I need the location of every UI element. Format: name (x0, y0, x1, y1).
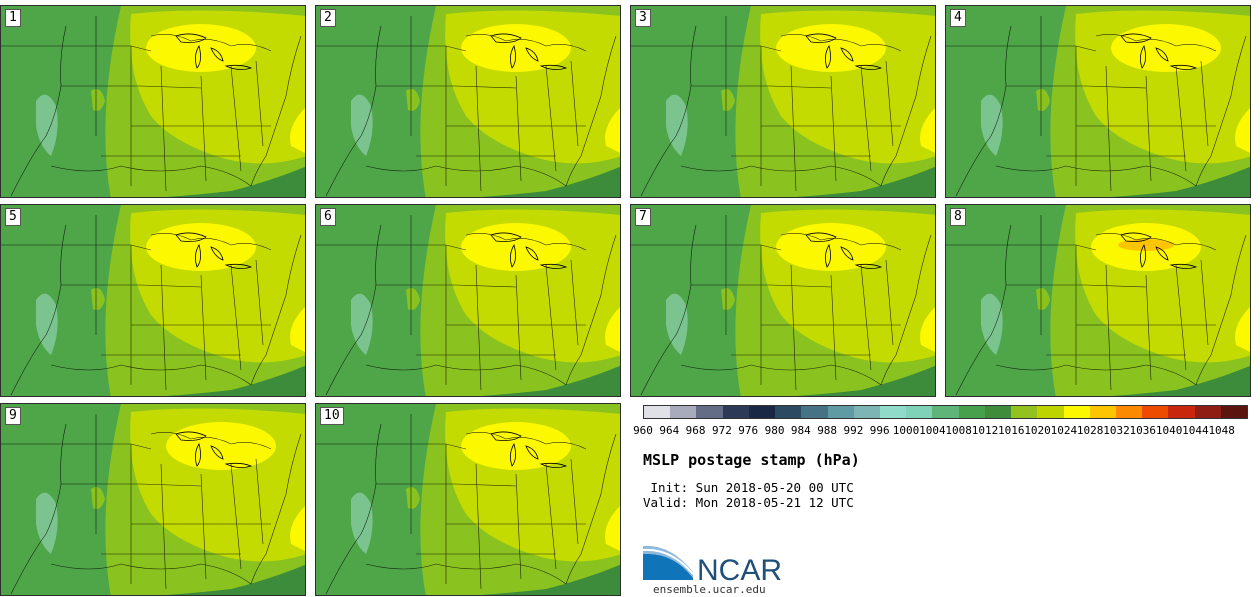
mslp-map (631, 205, 935, 396)
postage-stamp-panel: 8 (945, 204, 1251, 397)
colorbar-swatch (1168, 406, 1195, 418)
colorbar-label: 1036 (1129, 424, 1157, 437)
pressure-colorbar (643, 405, 1248, 419)
mslp-map (946, 6, 1250, 197)
colorbar-label: 964 (659, 424, 680, 437)
colorbar-label: 1024 (1050, 424, 1078, 437)
colorbar-label: 1032 (1103, 424, 1130, 437)
member-number: 4 (950, 9, 966, 27)
postage-stamp-panel: 9 (0, 403, 306, 596)
colorbar-label: 1004 (919, 424, 946, 437)
colorbar-swatch (801, 406, 828, 418)
colorbar-swatch (696, 406, 723, 418)
colorbar-swatch (748, 406, 776, 418)
colorbar-swatch (1037, 406, 1064, 418)
colorbar-label: 1044 (1182, 424, 1209, 437)
member-number: 7 (635, 208, 651, 226)
colorbar-swatch (722, 406, 749, 418)
colorbar-label: 972 (711, 424, 732, 437)
member-number: 6 (320, 208, 336, 226)
colorbar-swatch (1142, 406, 1169, 418)
mslp-map (316, 205, 620, 396)
colorbar-label: 960 (633, 424, 653, 437)
init-time: Init: Sun 2018-05-20 00 UTC (643, 480, 854, 495)
valid-time: Valid: Mon 2018-05-21 12 UTC (643, 495, 854, 510)
chart-title: MSLP postage stamp (hPa) (643, 451, 860, 469)
colorbar-label: 996 (869, 424, 890, 437)
ncar-logo-text: NCAR (697, 554, 782, 584)
member-number: 1 (5, 9, 21, 27)
colorbar-label: 1000 (892, 424, 920, 437)
postage-stamp-panel: 6 (315, 204, 621, 397)
colorbar-swatch (1063, 406, 1090, 418)
member-number: 3 (635, 9, 651, 27)
postage-stamp-panel: 3 (630, 5, 936, 198)
postage-stamp-panel: 7 (630, 204, 936, 397)
colorbar-label: 1020 (1024, 424, 1051, 437)
colorbar-swatch (906, 406, 933, 418)
colorbar-label: 1012 (971, 424, 999, 437)
colorbar-label: 1048 (1208, 424, 1235, 437)
mslp-map (631, 6, 935, 197)
colorbar-swatch (827, 406, 854, 418)
colorbar-label: 1016 (998, 424, 1025, 437)
ncar-logo: NCAR (642, 540, 793, 587)
colorbar-label: 988 (817, 424, 838, 437)
colorbar-swatch (879, 406, 907, 418)
colorbar-label: 980 (764, 424, 785, 437)
colorbar-swatch (984, 406, 1012, 418)
colorbar-label: 976 (738, 424, 759, 437)
member-number: 9 (5, 407, 21, 425)
website-url: ensemble.ucar.edu (653, 583, 766, 596)
colorbar-label: 1008 (945, 424, 972, 437)
colorbar-swatch (853, 406, 880, 418)
colorbar-label: 1028 (1076, 424, 1104, 437)
colorbar-label: 984 (790, 424, 811, 437)
mslp-map (1, 205, 305, 396)
postage-stamp-panel: 1 (0, 5, 306, 198)
mslp-map (316, 6, 620, 197)
mslp-map (946, 205, 1250, 396)
colorbar-swatch (775, 406, 802, 418)
mslp-map (1, 404, 305, 595)
member-number: 2 (320, 9, 336, 27)
postage-stamp-panel: 4 (945, 5, 1251, 198)
colorbar-swatch (1115, 406, 1143, 418)
colorbar-swatch (1220, 406, 1248, 418)
colorbar-swatch (958, 406, 985, 418)
colorbar-tick-labels: 960 964 968 972 976 980 984 988 992 996 1000 1004 10… (632, 424, 1260, 438)
colorbar-label: 1040 (1155, 424, 1183, 437)
colorbar-label: 968 (685, 424, 706, 437)
colorbar-swatch (670, 406, 697, 418)
postage-stamp-panel: 5 (0, 204, 306, 397)
mslp-map (316, 404, 620, 595)
colorbar-swatch (1011, 406, 1038, 418)
colorbar-swatch (1194, 406, 1221, 418)
postage-stamp-panel: 10 (315, 403, 621, 596)
mslp-map (1, 6, 305, 197)
member-number: 5 (5, 208, 21, 226)
colorbar-swatch (932, 406, 959, 418)
colorbar-swatch (1089, 406, 1116, 418)
colorbar-swatch (644, 406, 671, 418)
postage-stamp-panel: 2 (315, 5, 621, 198)
member-number: 10 (320, 407, 344, 425)
member-number: 8 (950, 208, 966, 226)
colorbar-label: 992 (843, 424, 864, 437)
